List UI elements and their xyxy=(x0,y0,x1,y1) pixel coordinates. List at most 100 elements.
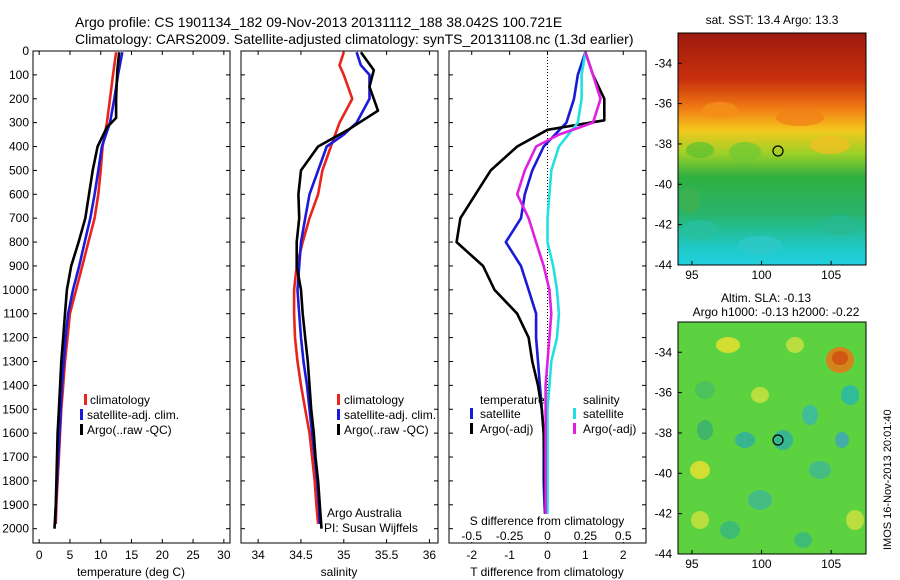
sst-axes xyxy=(677,32,867,266)
x-tick-label: 0 xyxy=(36,548,43,562)
sst-texture xyxy=(680,186,700,214)
legend-swatch-argo xyxy=(80,424,83,435)
sla-texture xyxy=(751,387,769,403)
series-line-argo-raw-qc- xyxy=(295,51,380,529)
legend-label-climatology: climatology xyxy=(344,393,404,407)
header-line1: Argo profile: CS 1901134_182 09-Nov-2013… xyxy=(75,14,562,30)
map-x-tick-label: 105 xyxy=(821,557,841,571)
sla-texture xyxy=(697,420,713,440)
x-tick-label: 20 xyxy=(156,548,170,562)
map-x-tick-label: 95 xyxy=(685,268,699,282)
map-y-tick-label: -40 xyxy=(655,466,673,480)
s-tick-label: -0.25 xyxy=(496,529,524,543)
y-tick-label: 600 xyxy=(9,187,29,201)
t-difference-label: T difference from climatology xyxy=(470,565,624,579)
legend-label-sal-satellite: satellite xyxy=(583,407,624,421)
temperature-axes xyxy=(32,50,231,544)
x-tick-label: 5 xyxy=(67,548,74,562)
x-tick-label: 35.5 xyxy=(375,548,399,562)
sla-argo-marker xyxy=(772,434,784,446)
map-y-tick-label: -38 xyxy=(655,137,673,151)
legend-swatch-satellite xyxy=(80,409,83,420)
legend-swatch-argo xyxy=(337,424,340,435)
y-tick-label: 700 xyxy=(9,211,29,225)
y-tick-label: 200 xyxy=(9,92,29,106)
y-tick-label: 1400 xyxy=(2,378,29,392)
map-x-tick-label: 100 xyxy=(752,268,772,282)
x-tick-label: -2 xyxy=(466,548,477,562)
argo-australia-label: Argo Australia xyxy=(327,506,402,520)
map-y-tick-label: -34 xyxy=(655,56,673,70)
legend-label-satellite: satellite-adj. clim. xyxy=(87,408,179,422)
sla-texture xyxy=(720,521,740,539)
legend-title-temperature: temperature xyxy=(480,393,545,407)
legend-swatch-temp-argo xyxy=(470,423,473,434)
y-tick-label: 1000 xyxy=(2,283,29,297)
temperature-xlabel: temperature (deg C) xyxy=(77,565,185,579)
sla-texture xyxy=(735,432,755,448)
x-tick-label: 10 xyxy=(94,548,108,562)
sla-title-line2: Argo h1000: -0.13 h2000: -0.22 xyxy=(693,305,860,319)
x-tick-label: 15 xyxy=(125,548,139,562)
map-y-tick-label: -38 xyxy=(655,426,673,440)
y-tick-label: 0 xyxy=(22,44,29,58)
y-tick-label: 900 xyxy=(9,259,29,273)
header-line2: Climatology: CARS2009. Satellite-adjuste… xyxy=(75,31,633,47)
x-tick-label: -1 xyxy=(504,548,515,562)
map-y-tick-label: -42 xyxy=(655,507,673,521)
sla-texture xyxy=(835,432,849,448)
sla-texture xyxy=(748,490,772,510)
sla-texture xyxy=(691,511,709,529)
sla-texture xyxy=(690,461,710,479)
legend-label-argo: Argo(..raw -QC) xyxy=(344,423,429,437)
map-x-tick-label: 95 xyxy=(685,557,699,571)
y-tick-label: 1500 xyxy=(2,402,29,416)
map-y-tick-label: -42 xyxy=(655,218,673,232)
sst-texture xyxy=(702,102,738,118)
map-x-tick-label: 105 xyxy=(821,268,841,282)
legend-swatch-sal-satellite xyxy=(573,408,576,419)
x-tick-label: 25 xyxy=(186,548,200,562)
map-y-tick-label: -36 xyxy=(655,386,673,400)
y-tick-label: 300 xyxy=(9,116,29,130)
y-tick-label: 1300 xyxy=(2,354,29,368)
salinity-panel: 34 34.5 35 35.5 36 salinity climatology sate… xyxy=(240,50,439,579)
legend-title-salinity: salinity xyxy=(583,393,620,407)
sst-texture xyxy=(682,220,718,240)
temperature-legend: climatology satellite-adj. clim. Argo(..… xyxy=(80,393,179,437)
sst-texture xyxy=(738,236,782,254)
y-tick-label: 2000 xyxy=(2,522,29,536)
y-tick-label: 1100 xyxy=(3,307,29,321)
salinity-xlabel: salinity xyxy=(321,565,358,579)
sla-texture xyxy=(846,510,864,530)
sst-texture xyxy=(686,142,714,158)
sst-map-panel: sat. SST: 13.4 Argo: 13.3 95 100 105 -34 -36… xyxy=(655,13,867,282)
map-y-tick-label: -44 xyxy=(655,258,673,272)
legend-label-temp-satellite: satellite xyxy=(480,407,521,421)
legend-swatch-satellite xyxy=(337,409,340,420)
series-line-salinity-satellite xyxy=(546,51,587,524)
series-line-satellite-adj-clim- xyxy=(296,51,371,524)
pi-label: PI: Susan Wijffels xyxy=(324,521,418,535)
sla-axes xyxy=(677,321,867,555)
sst-texture xyxy=(729,142,761,162)
s-tick-label: 0.25 xyxy=(574,529,598,543)
x-tick-label: 2 xyxy=(620,548,627,562)
difference-legend: temperature satellite Argo(-adj) salinit… xyxy=(470,393,636,436)
legend-swatch-climatology xyxy=(84,394,87,405)
x-tick-label: 34 xyxy=(251,548,265,562)
sst-texture xyxy=(810,136,850,154)
sla-texture xyxy=(802,405,818,425)
s-difference-label: S difference from climatology xyxy=(470,514,625,528)
s-tick-label: -0.5 xyxy=(461,529,482,543)
series-line-climatology xyxy=(292,51,354,525)
legend-label-sal-argo: Argo(-adj) xyxy=(583,422,636,436)
sla-texture xyxy=(716,337,740,353)
sla-texture xyxy=(832,351,848,365)
legend-label-argo: Argo(..raw -QC) xyxy=(87,423,172,437)
sst-texture xyxy=(776,110,824,126)
legend-swatch-sal-argo xyxy=(573,423,576,434)
sst-texture xyxy=(820,215,860,235)
y-tick-label: 100 xyxy=(9,68,29,82)
